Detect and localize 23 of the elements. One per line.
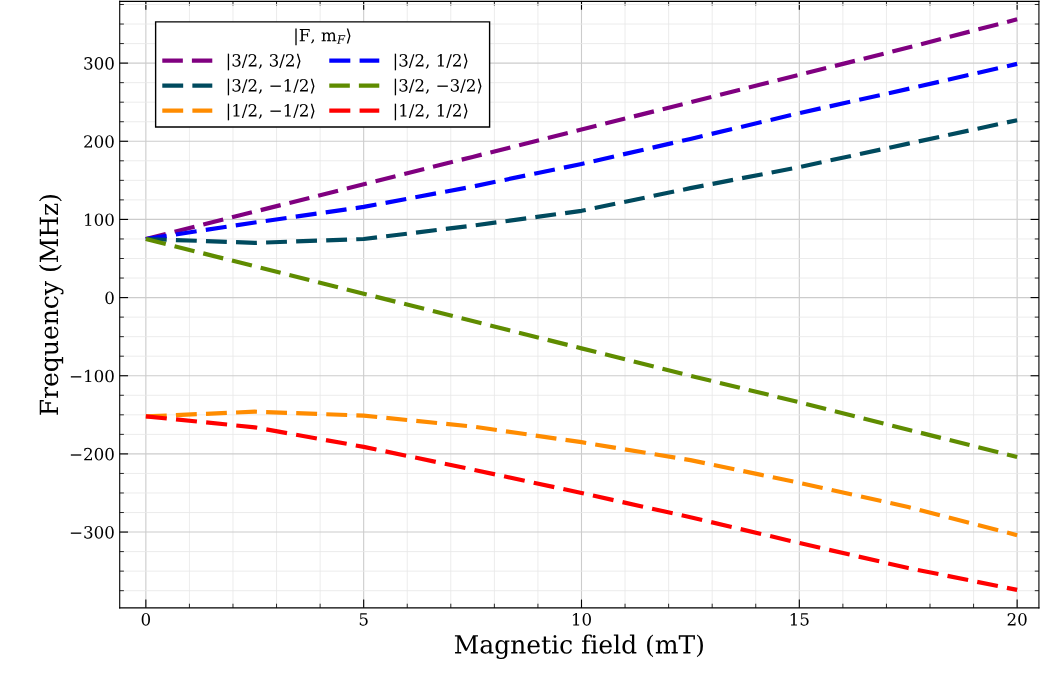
line-series xyxy=(143,414,1020,592)
legend-label: |3/2, 3/2⟩ xyxy=(227,53,301,71)
x-tick-label: 5 xyxy=(359,613,368,626)
x-tick-label: 20 xyxy=(1007,613,1027,626)
legend-label: |3/2, −3/2⟩ xyxy=(394,78,482,96)
y-axis-title: Frequency (MHz) xyxy=(38,194,64,415)
legend-label: |1/2, −1/2⟩ xyxy=(227,103,315,121)
y-tick-label: 100 xyxy=(85,213,114,226)
legend-label: |1/2, 1/2⟩ xyxy=(394,103,468,121)
x-axis-title: Magnetic field (mT) xyxy=(454,634,703,659)
y-tick-label: 0 xyxy=(105,291,114,305)
y-tick-label: 200 xyxy=(84,135,114,148)
x-tick-label: 10 xyxy=(572,613,591,626)
y-tick-label: −300 xyxy=(70,526,114,539)
y-tick-label: 300 xyxy=(84,57,114,70)
legend-label: |3/2, 1/2⟩ xyxy=(394,53,468,71)
line-series xyxy=(143,236,1020,460)
x-tick-label: 0 xyxy=(141,613,151,626)
y-tick-label: −100 xyxy=(70,369,114,383)
legend-title: |F, m$_{F}$⟩ xyxy=(295,28,351,46)
y-tick-label: −200 xyxy=(70,447,114,461)
legend-label: |3/2, −1/2⟩ xyxy=(227,78,315,96)
x-tick-label: 15 xyxy=(790,613,809,626)
